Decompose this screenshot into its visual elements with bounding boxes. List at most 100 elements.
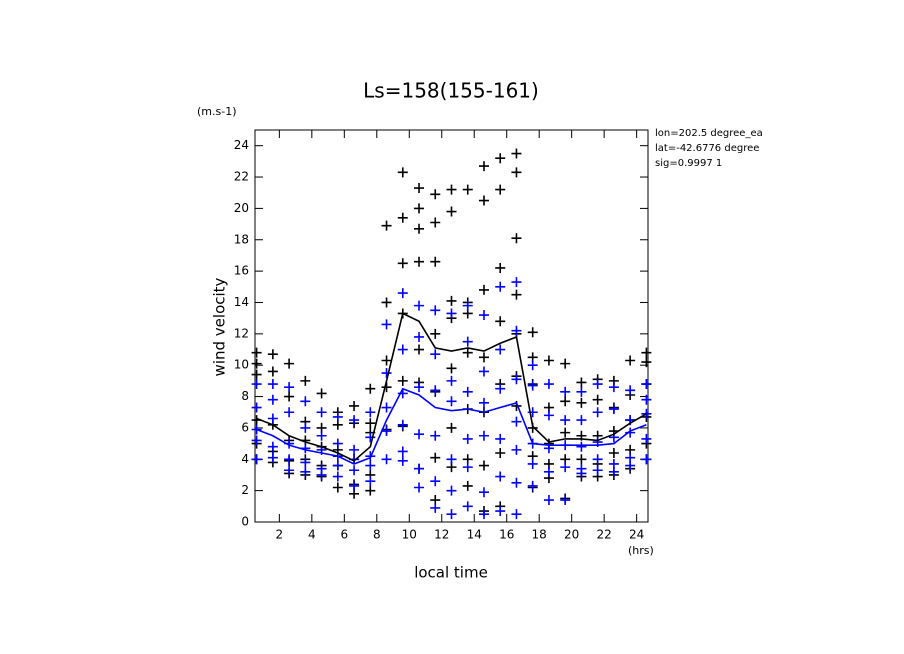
y-tick-label: 18 [234,232,249,246]
cross-marker [365,407,376,418]
cross-marker [560,415,571,426]
cross-marker [397,455,408,466]
cross-marker [397,344,408,355]
cross-marker [560,462,571,473]
cross-marker [495,344,506,355]
cross-marker [511,148,522,159]
y-tick-label: 12 [234,326,249,340]
x-tick-label: 22 [597,528,612,542]
x-tick-label: 2 [276,528,284,542]
cross-marker [543,495,554,506]
cross-marker [332,438,343,449]
cross-marker [560,495,571,506]
cross-marker [592,407,603,418]
cross-marker [300,396,311,407]
cross-marker [414,344,425,355]
cross-marker [251,347,262,358]
cross-marker [446,295,457,306]
cross-marker [397,419,408,430]
x-tick-label: 6 [340,528,348,542]
cross-marker [414,429,425,440]
cross-marker [414,331,425,342]
cross-marker [284,358,295,369]
cross-marker [511,509,522,520]
cross-marker [414,183,425,194]
y-tick-label: 22 [234,170,249,184]
cross-marker [543,355,554,366]
cross-marker [430,349,441,360]
x-tick-label: 14 [467,528,482,542]
cross-marker [316,388,327,399]
annotations: lon=202.5 degree_ea lat=-42.6776 degree … [655,128,763,169]
plot-frame [254,129,649,523]
cross-marker [511,477,522,488]
cross-marker [365,418,376,429]
cross-marker [560,358,571,369]
cross-marker [576,454,587,465]
cross-marker [251,379,262,390]
cross-marker [349,480,360,491]
cross-marker [576,415,587,426]
y-tick-label: 8 [241,389,249,403]
cross-marker [446,485,457,496]
cross-marker [576,468,587,479]
cross-marker [316,430,327,441]
cross-marker [446,454,457,465]
cross-marker [267,349,278,360]
cross-marker [592,454,603,465]
cross-marker [267,452,278,463]
cross-marker [316,469,327,480]
cross-marker [478,487,489,498]
y-unit: (m.s-1) [197,105,237,118]
cross-marker [365,476,376,487]
x-tick-label: 4 [308,528,316,542]
cross-marker [381,319,392,330]
cross-marker [251,435,262,446]
cross-marker [284,465,295,476]
cross-marker [267,366,278,377]
cross-marker [251,402,262,413]
y-tick-label: 4 [241,452,249,466]
cross-marker [495,383,506,394]
cross-marker [381,402,392,413]
cross-marker [397,258,408,269]
x-tick-label: 16 [499,528,514,542]
cross-marker [284,382,295,393]
cross-marker [414,382,425,393]
cross-marker [430,189,441,200]
cross-marker [462,386,473,397]
cross-marker [332,471,343,482]
cross-marker [495,153,506,164]
x-unit: (hrs) [628,544,654,557]
cross-marker [284,407,295,418]
cross-marker [560,386,571,397]
x-tick-label: 18 [532,528,547,542]
cross-marker [478,430,489,441]
cross-marker [430,385,441,396]
y-tick-label: 6 [241,420,249,434]
cross-marker [495,184,506,195]
cross-marker [365,383,376,394]
annotation: lat=-42.6776 degree [655,143,759,154]
annotation: sig=0.9997 1 [655,158,722,169]
cross-marker [349,400,360,411]
cross-marker [446,308,457,319]
cross-marker [543,466,554,477]
cross-marker [543,379,554,390]
cross-marker [495,506,506,517]
x-tick-label: 12 [434,528,449,542]
cross-marker [446,184,457,195]
cross-marker [397,212,408,223]
cross-marker [381,297,392,308]
cross-marker [365,432,376,443]
cross-marker [430,430,441,441]
cross-marker [478,161,489,172]
cross-marker [608,448,619,459]
cross-marker [430,476,441,487]
cross-marker [478,195,489,206]
cross-marker [349,415,360,426]
cross-marker [527,360,538,371]
y-axis-label: wind velocity [211,277,229,376]
cross-marker [446,375,457,386]
cross-marker [495,316,506,327]
